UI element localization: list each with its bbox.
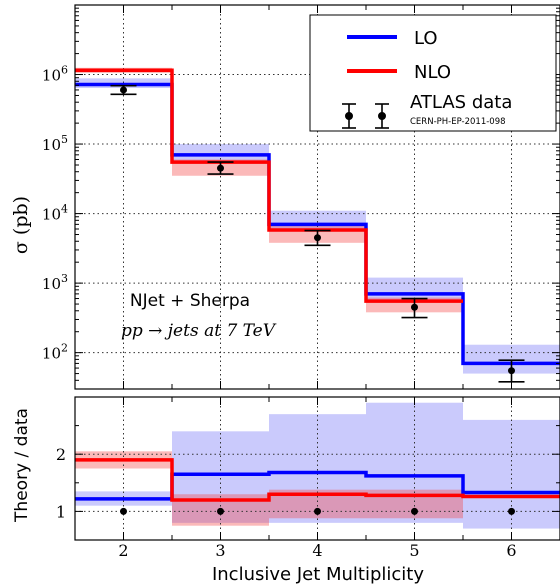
data-point-5 [411, 303, 418, 311]
data-point-6 [508, 367, 515, 375]
band-lo-5 [366, 402, 463, 523]
line-nlo-main [75, 68, 463, 303]
xtick-label-3: 3 [215, 541, 225, 560]
band-lo-4 [269, 414, 366, 523]
annotation-njet-sherpa: NJet + Sherpa [130, 291, 250, 311]
ratio-data-point-3 [217, 507, 224, 515]
data-point-2 [120, 86, 127, 94]
ytick-label-1e2: 102 [42, 342, 68, 363]
ratio-ytick-label-1: 1 [56, 502, 66, 521]
ytick-label-1e6: 106 [42, 64, 68, 85]
legend-nlo-label: NLO [414, 62, 451, 83]
xtick-label-5: 5 [409, 541, 419, 560]
data-point-4 [314, 234, 321, 242]
legend-data-sublabel: CERN-PH-EP-2011-098 [410, 117, 506, 127]
annotation-process: pp → jets at 7 TeV [121, 321, 277, 341]
main-plot-frame [74, 4, 560, 390]
legend-box [309, 14, 557, 132]
legend-lo-label: LO [414, 28, 438, 49]
y-axis-label-main: σ (pb) [10, 196, 32, 254]
legend-data-marker [342, 103, 389, 129]
line-nlo-ratio [75, 458, 560, 502]
ytick-label-1e3: 103 [42, 272, 68, 293]
ratio-data-point-2 [120, 507, 127, 515]
ratio-data-point-5 [411, 507, 418, 515]
xtick-label-6: 6 [506, 541, 516, 560]
ratio-data-point-6 [508, 507, 515, 515]
x-axis-label: Inclusive Jet Multiplicity [212, 564, 424, 585]
y-axis-label-ratio: Theory / data [12, 408, 32, 523]
ratio-plot-frame [74, 396, 560, 541]
ratio-data-point-4 [314, 507, 321, 515]
data-point-3 [217, 164, 224, 172]
legend-data-label: ATLAS data [410, 92, 512, 113]
ytick-label-1e5: 105 [42, 133, 68, 154]
main-panel: 102 103 104 105 106 σ (pb) NJet + Sherpa pp … [10, 4, 560, 390]
legend: LO NLO ATLAS data CERN-PH-EP-2011-098 [309, 14, 557, 132]
ytick-label-1e4: 104 [42, 203, 68, 224]
ratio-panel: 1 2 2 3 4 5 6 Theory / data Inclusive Jet Mult… [12, 396, 560, 585]
ratio-ytick-label-2: 2 [56, 445, 66, 464]
xtick-label-2: 2 [118, 541, 128, 560]
xtick-label-4: 4 [312, 541, 322, 560]
